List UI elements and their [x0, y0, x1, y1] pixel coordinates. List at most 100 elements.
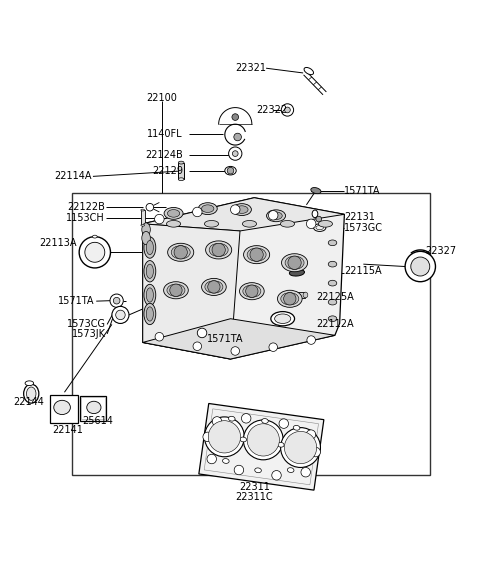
Ellipse shape — [144, 284, 156, 305]
Circle shape — [228, 147, 242, 160]
Polygon shape — [143, 319, 335, 359]
Circle shape — [110, 294, 123, 307]
Ellipse shape — [171, 246, 190, 259]
Circle shape — [311, 447, 321, 457]
Text: 22144: 22144 — [13, 397, 44, 407]
Ellipse shape — [54, 400, 71, 415]
Ellipse shape — [311, 187, 321, 194]
Bar — [81, 396, 105, 419]
Ellipse shape — [141, 224, 144, 226]
Ellipse shape — [243, 246, 270, 264]
Ellipse shape — [179, 178, 184, 180]
Ellipse shape — [262, 419, 268, 423]
Ellipse shape — [266, 210, 286, 222]
Ellipse shape — [328, 280, 337, 286]
Text: 1153CH: 1153CH — [66, 212, 105, 223]
Text: 22125A: 22125A — [316, 292, 354, 303]
Ellipse shape — [205, 241, 232, 259]
Ellipse shape — [144, 237, 156, 258]
Text: 22129: 22129 — [152, 166, 183, 176]
Circle shape — [268, 211, 278, 220]
Ellipse shape — [242, 220, 257, 227]
Ellipse shape — [146, 240, 154, 255]
Ellipse shape — [247, 248, 266, 262]
Ellipse shape — [24, 384, 39, 403]
Circle shape — [232, 114, 239, 120]
Circle shape — [174, 246, 187, 259]
Circle shape — [192, 207, 202, 217]
Text: 22131: 22131 — [344, 212, 375, 222]
Ellipse shape — [281, 292, 299, 305]
Text: 25614: 25614 — [82, 416, 113, 426]
Circle shape — [232, 151, 238, 156]
Circle shape — [281, 428, 321, 468]
Ellipse shape — [328, 262, 337, 267]
Ellipse shape — [146, 288, 154, 302]
Circle shape — [193, 342, 202, 351]
Ellipse shape — [146, 264, 154, 279]
Circle shape — [285, 432, 317, 464]
Circle shape — [212, 417, 222, 426]
Circle shape — [155, 332, 164, 341]
Ellipse shape — [313, 224, 326, 231]
Polygon shape — [143, 198, 344, 359]
Ellipse shape — [209, 243, 228, 256]
Ellipse shape — [146, 307, 154, 321]
Ellipse shape — [318, 220, 333, 227]
Ellipse shape — [328, 240, 337, 246]
Ellipse shape — [205, 281, 223, 293]
Ellipse shape — [281, 254, 308, 272]
Text: 22115A: 22115A — [344, 266, 382, 276]
Ellipse shape — [312, 210, 318, 218]
Circle shape — [246, 285, 258, 297]
Ellipse shape — [285, 256, 304, 270]
Circle shape — [306, 430, 316, 439]
Ellipse shape — [198, 203, 217, 215]
Ellipse shape — [240, 283, 264, 300]
Text: 22327: 22327 — [425, 246, 456, 256]
Text: 22321: 22321 — [235, 63, 266, 73]
Circle shape — [227, 167, 234, 174]
Ellipse shape — [225, 166, 236, 175]
Ellipse shape — [26, 387, 36, 400]
Circle shape — [307, 336, 315, 344]
Ellipse shape — [142, 231, 150, 245]
Circle shape — [250, 248, 263, 262]
Circle shape — [85, 242, 105, 262]
Circle shape — [208, 421, 240, 453]
Circle shape — [116, 310, 125, 320]
Circle shape — [146, 203, 154, 211]
Text: 22122B: 22122B — [67, 202, 105, 212]
Ellipse shape — [202, 205, 214, 212]
Ellipse shape — [277, 290, 302, 307]
Circle shape — [285, 107, 290, 113]
Text: 22100: 22100 — [146, 93, 177, 103]
Ellipse shape — [288, 468, 294, 472]
Circle shape — [197, 328, 207, 337]
Bar — [50, 395, 78, 423]
Text: 22141: 22141 — [52, 425, 83, 435]
Text: 1573JK: 1573JK — [72, 329, 106, 339]
Circle shape — [241, 413, 251, 423]
Bar — [287, 292, 305, 298]
Ellipse shape — [275, 314, 291, 323]
Ellipse shape — [144, 303, 156, 325]
Circle shape — [170, 284, 182, 296]
Text: 1571TA: 1571TA — [58, 296, 95, 306]
Circle shape — [243, 420, 283, 460]
Bar — [141, 210, 144, 225]
Ellipse shape — [293, 425, 300, 430]
Circle shape — [247, 424, 279, 456]
Ellipse shape — [144, 260, 156, 282]
Ellipse shape — [202, 279, 226, 295]
Text: 22124B: 22124B — [145, 150, 183, 160]
Text: 1571TA: 1571TA — [207, 333, 243, 344]
Circle shape — [272, 471, 281, 480]
Ellipse shape — [204, 220, 219, 227]
Circle shape — [288, 256, 301, 270]
Circle shape — [306, 219, 316, 228]
Circle shape — [113, 297, 120, 304]
Ellipse shape — [168, 243, 194, 262]
Ellipse shape — [328, 299, 337, 305]
Ellipse shape — [277, 443, 284, 447]
